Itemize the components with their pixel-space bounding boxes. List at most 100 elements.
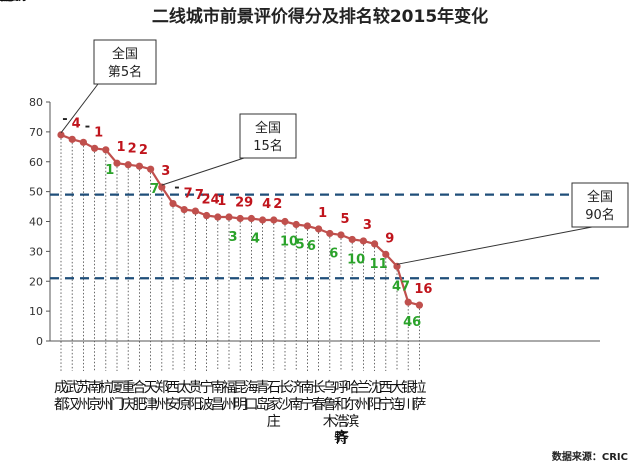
- rank-change-label: 7: [150, 182, 159, 197]
- rank-change-label: 4: [72, 116, 81, 131]
- x-tick-label: 西安: [0, 0, 14, 4]
- data-point: [225, 213, 233, 221]
- series-score: [57, 131, 423, 309]
- rank-change-label: 1: [116, 140, 125, 155]
- x-tick-char: 宁: [200, 379, 214, 396]
- rank-change-label: -: [85, 119, 90, 134]
- x-tick-char: 安: [166, 397, 180, 413]
- x-tick-char: 郑: [155, 380, 169, 396]
- x-tick-char: 贵: [188, 380, 202, 396]
- data-point: [180, 205, 188, 214]
- callout-pointer: [161, 157, 245, 186]
- x-tick-char: 呼: [334, 380, 348, 396]
- data-point: [158, 183, 166, 191]
- x-tick-char: 木: [323, 414, 337, 430]
- y-tick-label: 70: [29, 126, 43, 139]
- x-tick-label: 成都: [0, 0, 14, 4]
- x-tick-label: 海口: [0, 0, 14, 4]
- x-tick-label: 宁波: [0, 0, 14, 4]
- x-tick-char: 苏: [76, 380, 90, 396]
- x-tick-char: 合: [132, 380, 146, 396]
- x-tick-label: 拉萨: [0, 0, 14, 4]
- data-point: [415, 301, 423, 309]
- x-tick-label: 石家庄: [0, 0, 21, 4]
- rank-change-label: 2: [128, 142, 137, 157]
- y-tick-label: 50: [29, 186, 43, 199]
- rank-change-label: 1: [94, 125, 103, 140]
- reference-lines: [50, 193, 600, 280]
- x-tick-char: 岛: [256, 397, 270, 413]
- x-tick-char: 南: [300, 380, 314, 396]
- x-tick-label: 长沙: [0, 0, 14, 4]
- x-tick-char: 青: [256, 380, 270, 396]
- x-tick-char: 尔: [345, 397, 359, 413]
- x-tick-char: 重: [121, 380, 135, 396]
- data-point: [68, 135, 76, 143]
- x-tick-char: 石: [267, 380, 281, 396]
- x-tick-char: 西: [379, 380, 393, 396]
- chart-title: 二线城市前景评价得分及排名较2015年变化: [152, 6, 488, 27]
- x-tick-char: 武: [65, 380, 79, 396]
- x-tick-char: 州: [356, 397, 370, 413]
- data-point: [303, 222, 311, 230]
- rank-change-label: -: [62, 112, 67, 127]
- x-tick-char: 乌: [323, 380, 337, 396]
- rank-change-label: 3: [161, 164, 170, 179]
- rank-change-label: 47: [392, 279, 410, 294]
- data-point: [79, 138, 87, 146]
- callout-pointer: [60, 83, 99, 134]
- x-tick-char: 门: [110, 397, 124, 413]
- x-tick-char: 京: [88, 397, 102, 413]
- callout-pointer: [396, 226, 593, 265]
- x-tick-char: 海: [244, 380, 258, 396]
- y-axis: 0 10 20 30 40 50 60 70 80: [29, 96, 600, 348]
- data-point: [147, 165, 155, 173]
- callout-line1: 全国: [255, 120, 281, 136]
- x-tick-char: 济: [289, 380, 303, 396]
- x-tick-char: 春: [312, 397, 326, 413]
- x-tick-char: 州: [222, 397, 236, 413]
- x-tick-char: 长: [278, 380, 292, 396]
- source-note: 数据来源：CRIC: [552, 450, 628, 463]
- x-tick-char: 杭: [99, 380, 113, 396]
- data-point: [359, 237, 367, 245]
- x-tick-label: 重庆: [0, 0, 14, 4]
- rank-change-label: 3: [228, 230, 237, 245]
- x-tick-char: 鲁: [323, 397, 337, 413]
- x-tick-char: 福: [222, 380, 236, 396]
- rank-change-label: 6: [329, 246, 338, 261]
- rank-change-label: 4: [262, 197, 271, 212]
- x-tick-char: 成: [54, 380, 68, 396]
- callout-box: [571, 182, 629, 228]
- callout-line1: 全国: [587, 189, 613, 205]
- data-point: [382, 250, 390, 258]
- y-tick-label: 0: [36, 335, 43, 348]
- callout-box: [93, 39, 157, 85]
- x-tick-char: 宁: [379, 396, 393, 413]
- x-tick-char: 昆: [233, 380, 247, 396]
- x-tick-char: 川: [401, 397, 415, 413]
- rank-change-label: 3: [363, 218, 372, 233]
- data-point: [247, 214, 255, 223]
- rank-change-label: 46: [403, 315, 421, 330]
- data-point: [326, 229, 334, 238]
- x-tick-char: 都: [54, 397, 68, 413]
- x-tick-label: 昆明: [0, 0, 14, 4]
- x-tick-label: 南宁: [0, 0, 14, 4]
- data-point: [169, 199, 177, 208]
- callout-line2: 15名: [253, 138, 283, 154]
- x-tick-char: 天: [144, 380, 158, 396]
- rank-change-label: 1: [217, 194, 226, 209]
- x-tick-label: 沈阳: [0, 0, 14, 4]
- rank-change-label: 4: [251, 232, 260, 247]
- y-tick-label: 80: [29, 96, 43, 109]
- data-point: [191, 207, 199, 215]
- data-point: [113, 159, 121, 167]
- x-tick-char: 沈: [368, 380, 382, 396]
- x-tick-char: 南: [211, 380, 225, 396]
- x-tick-char: 南: [289, 397, 303, 413]
- y-tick-label: 10: [29, 305, 43, 318]
- data-point: [236, 214, 244, 223]
